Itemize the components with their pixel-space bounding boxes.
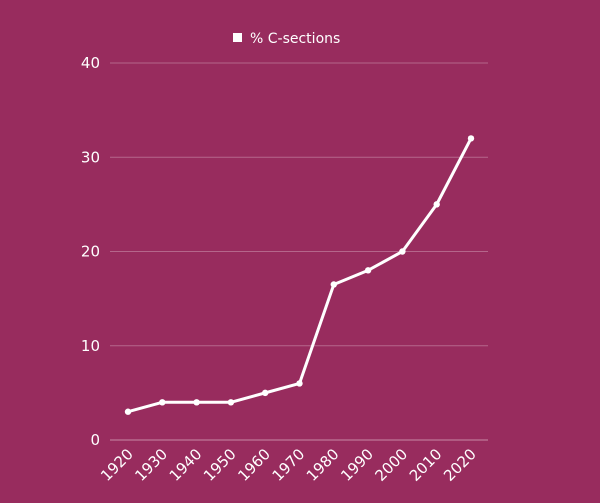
x-tick-label: 1920 xyxy=(97,445,137,485)
x-tick-label: 2000 xyxy=(371,445,411,485)
data-point xyxy=(399,248,406,255)
data-point xyxy=(193,399,200,406)
x-tick-label: 1970 xyxy=(269,445,309,485)
x-tick-label: 1950 xyxy=(200,445,240,485)
x-tick-label: 2020 xyxy=(440,445,480,485)
y-tick-label: 30 xyxy=(81,148,100,166)
x-tick-label: 1980 xyxy=(303,445,343,485)
data-point xyxy=(467,135,475,142)
legend: % C-sections xyxy=(233,31,340,47)
x-axis-ticks: 1920193019401950196019701980199020002010… xyxy=(97,445,480,485)
series-layer xyxy=(124,135,475,415)
grid-layer xyxy=(110,62,488,441)
data-point xyxy=(227,399,235,406)
y-tick-label: 0 xyxy=(90,431,100,449)
x-tick-label: 1940 xyxy=(166,445,206,485)
data-point xyxy=(330,281,337,288)
series-line xyxy=(126,136,473,414)
y-tick-label: 20 xyxy=(81,243,100,261)
data-point xyxy=(159,399,166,406)
data-point xyxy=(433,201,440,208)
y-tick-label: 40 xyxy=(81,54,100,72)
y-tick-label: 10 xyxy=(81,337,100,355)
legend-swatch xyxy=(233,33,242,42)
data-point xyxy=(296,380,303,387)
legend-label: % C-sections xyxy=(250,31,340,47)
x-tick-label: 2010 xyxy=(406,445,446,485)
x-tick-label: 1930 xyxy=(131,445,171,485)
y-axis-ticks: 0 10 20 30 40 xyxy=(81,54,100,449)
data-point xyxy=(124,408,132,415)
data-point xyxy=(262,389,269,397)
data-point xyxy=(364,267,372,274)
x-tick-label: 1990 xyxy=(337,445,377,485)
x-tick-label: 1960 xyxy=(234,445,274,485)
